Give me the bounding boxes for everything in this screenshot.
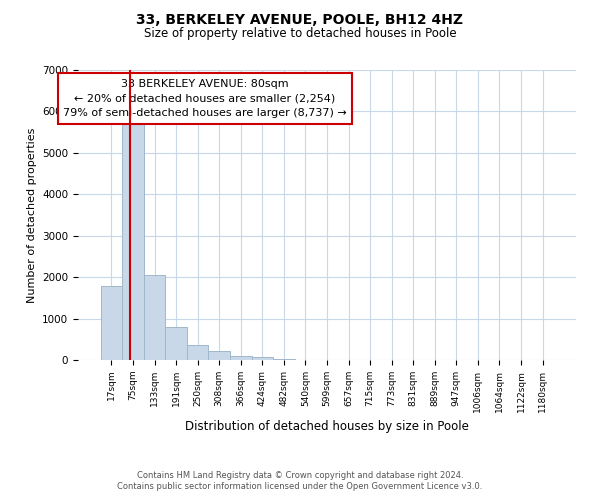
X-axis label: Distribution of detached houses by size in Poole: Distribution of detached houses by size … bbox=[185, 420, 469, 433]
Bar bbox=[273, 359, 295, 360]
Text: 33 BERKELEY AVENUE: 80sqm
← 20% of detached houses are smaller (2,254)
79% of se: 33 BERKELEY AVENUE: 80sqm ← 20% of detac… bbox=[63, 78, 347, 118]
Text: Contains HM Land Registry data © Crown copyright and database right 2024.: Contains HM Land Registry data © Crown c… bbox=[137, 471, 463, 480]
Bar bbox=[144, 274, 166, 360]
Bar bbox=[122, 120, 144, 360]
Text: Size of property relative to detached houses in Poole: Size of property relative to detached ho… bbox=[143, 28, 457, 40]
Text: 33, BERKELEY AVENUE, POOLE, BH12 4HZ: 33, BERKELEY AVENUE, POOLE, BH12 4HZ bbox=[137, 12, 464, 26]
Y-axis label: Number of detached properties: Number of detached properties bbox=[26, 128, 37, 302]
Bar bbox=[208, 351, 230, 360]
Bar bbox=[187, 345, 208, 360]
Bar bbox=[251, 358, 273, 360]
Text: Contains public sector information licensed under the Open Government Licence v3: Contains public sector information licen… bbox=[118, 482, 482, 491]
Bar bbox=[101, 286, 122, 360]
Bar bbox=[230, 356, 251, 360]
Bar bbox=[166, 327, 187, 360]
